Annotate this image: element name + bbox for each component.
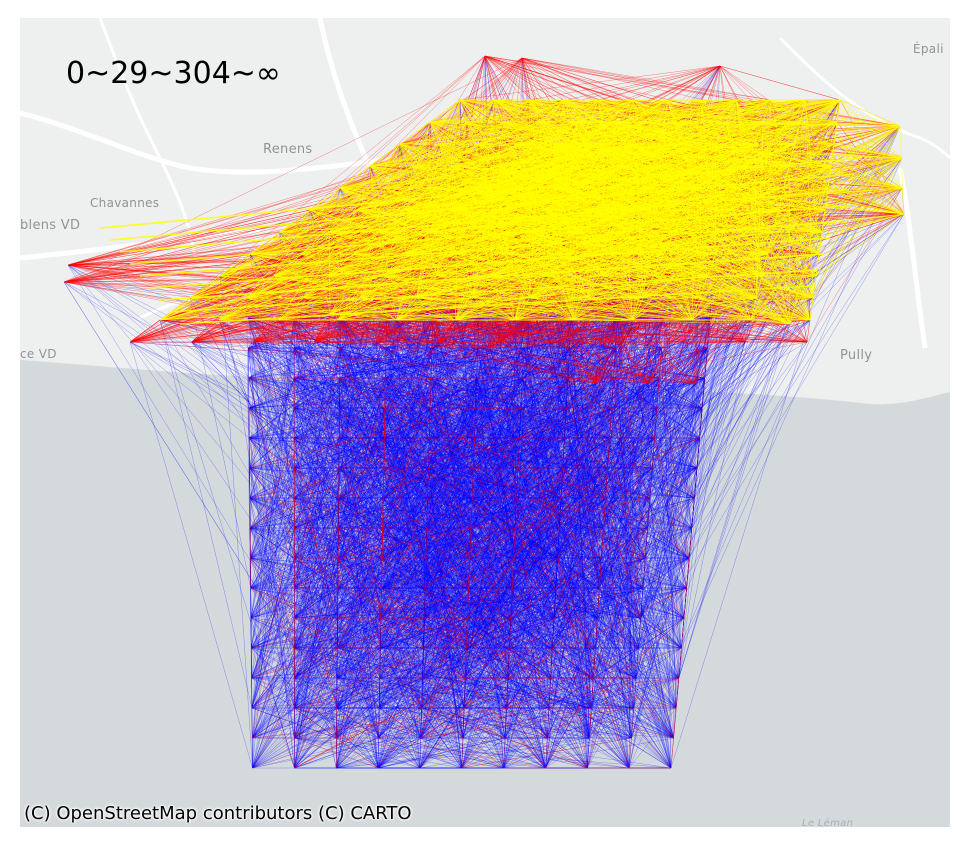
edge-bundle-mid-lake bbox=[247, 317, 711, 769]
place-label-lake: Le Léman bbox=[802, 818, 854, 827]
road-line bbox=[20, 110, 401, 175]
edge-bundle-low-strong bbox=[99, 157, 861, 325]
map-attribution: (C) OpenStreetMap contributors (C) CARTO bbox=[24, 803, 412, 824]
place-label-preverenges: ce VD bbox=[20, 347, 57, 361]
place-label-ecublens: blens VD bbox=[20, 218, 81, 233]
edge-bundle-low bbox=[159, 99, 905, 325]
place-label-chavannes: Chavannes bbox=[90, 196, 160, 210]
map-canvas[interactable]: Renens Chavannes blens VD ce VD Pully Ép… bbox=[20, 18, 950, 827]
bin-legend-title: 0~29~304~∞ bbox=[66, 56, 281, 91]
road-line bbox=[897, 167, 928, 349]
road-line bbox=[98, 18, 197, 259]
edges-low-layer bbox=[99, 99, 905, 325]
place-label-pully: Pully bbox=[840, 348, 873, 363]
place-label-renens: Renens bbox=[263, 142, 313, 157]
map-svg bbox=[20, 18, 950, 827]
place-label-epalinges: Épali bbox=[913, 42, 944, 56]
